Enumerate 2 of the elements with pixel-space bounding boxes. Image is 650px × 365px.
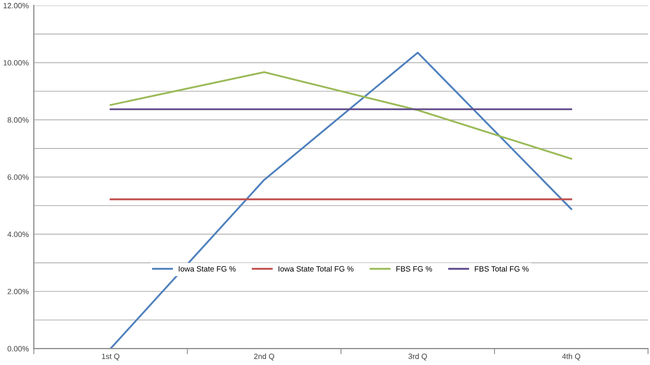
line-series — [110, 71, 572, 160]
line-series — [110, 52, 572, 349]
